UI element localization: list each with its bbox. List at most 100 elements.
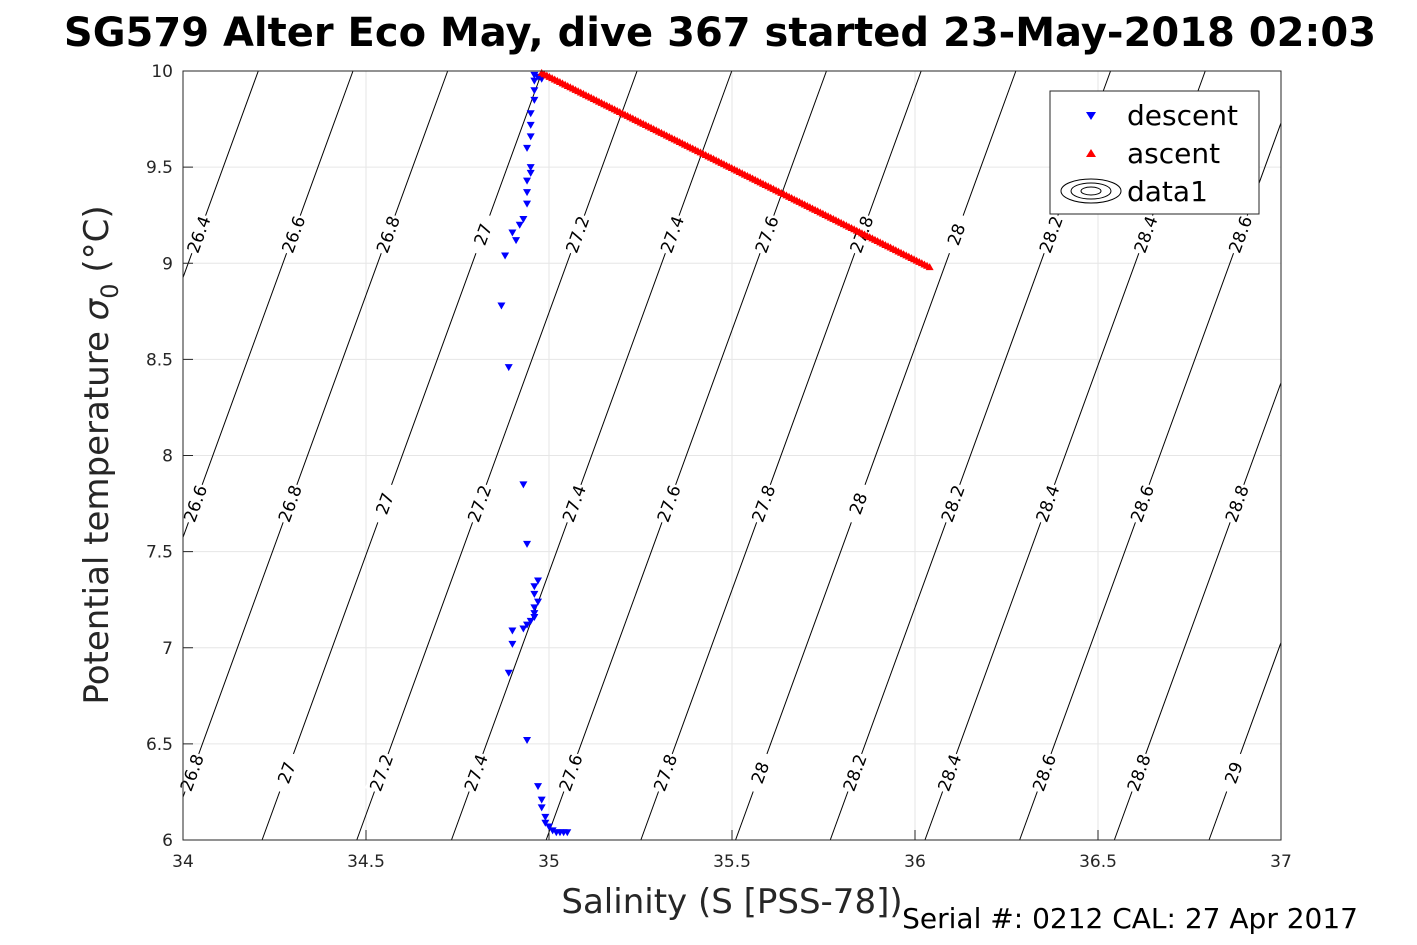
descent-point bbox=[530, 71, 539, 79]
contour-label-gap bbox=[1224, 212, 1257, 257]
y-tick-label: 6.5 bbox=[146, 735, 173, 755]
descent-point bbox=[523, 177, 532, 185]
y-axis-label-subscript: 0 bbox=[96, 283, 124, 298]
contour-label-gap bbox=[554, 750, 587, 795]
contour-label-gap bbox=[365, 750, 398, 795]
descent-point bbox=[523, 540, 532, 548]
contour-label-gap bbox=[649, 750, 682, 795]
legend-data1-label: data1 bbox=[1127, 175, 1208, 208]
x-tick-label: 34 bbox=[172, 852, 194, 872]
x-axis-label: Salinity (S [PSS-78]) bbox=[561, 882, 902, 922]
sigma-contour-line bbox=[640, 70, 922, 841]
contour-label-gap bbox=[1126, 481, 1159, 526]
descent-point bbox=[504, 669, 513, 677]
contour-label-gap bbox=[1122, 750, 1156, 795]
descent-point bbox=[537, 796, 546, 804]
descent-point bbox=[541, 819, 550, 827]
contour-label: 27.2 bbox=[463, 481, 496, 526]
contour-labels: 26.426.626.82727.227.427.627.82828.228.4… bbox=[175, 212, 1257, 795]
contour-label-gap bbox=[1220, 481, 1254, 526]
legend-box bbox=[1049, 90, 1260, 215]
descent-point bbox=[512, 237, 521, 245]
contour-label-gap bbox=[1217, 750, 1250, 795]
contour-label-gap bbox=[1129, 212, 1162, 257]
sigma-contour-line bbox=[1208, 642, 1282, 841]
y-tick-label: 10 bbox=[151, 62, 173, 82]
y-axis-label-main: Potential temperature bbox=[77, 320, 117, 704]
descent-point bbox=[508, 627, 517, 635]
contour-label-gap bbox=[175, 750, 209, 795]
sigma-contour-line bbox=[261, 70, 543, 841]
y-axis-label-unit: (°C) bbox=[77, 205, 117, 283]
contour-label-gap bbox=[841, 481, 875, 526]
descent-point bbox=[523, 200, 532, 208]
serial-calibration-note: Serial #: 0212 CAL: 27 Apr 2017 bbox=[902, 902, 1358, 935]
contour-label-gap bbox=[933, 750, 966, 795]
x-tick-label: 35 bbox=[538, 852, 560, 872]
contour-label-gap bbox=[652, 481, 686, 526]
descent-point bbox=[526, 110, 535, 118]
descent-point bbox=[523, 144, 532, 152]
contour-label-gap bbox=[936, 481, 970, 526]
chart-title: SG579 Alter Eco May, dive 367 started 23… bbox=[64, 10, 1376, 56]
descent-point bbox=[530, 604, 539, 612]
y-tick-label: 8.5 bbox=[146, 350, 173, 370]
contour-label-gap bbox=[743, 750, 777, 795]
y-tick-label: 9.5 bbox=[146, 158, 173, 178]
descent-point bbox=[541, 813, 550, 821]
sigma-contour-line bbox=[356, 70, 638, 841]
descent-point bbox=[519, 625, 528, 633]
contour-label-gap bbox=[273, 481, 307, 526]
descent-point bbox=[519, 216, 528, 224]
descent-point bbox=[504, 364, 513, 372]
contour-label: 26.6 bbox=[179, 481, 212, 526]
contour-label-gap bbox=[371, 212, 405, 257]
descent-point bbox=[523, 737, 532, 745]
contour-label-gap bbox=[838, 750, 872, 795]
contour-label-gap bbox=[1027, 750, 1061, 795]
x-tick-label: 35.5 bbox=[713, 852, 751, 872]
descent-point bbox=[530, 613, 539, 621]
descent-point bbox=[534, 598, 543, 606]
y-tick-label: 6 bbox=[162, 831, 173, 851]
descent-point bbox=[523, 621, 532, 629]
contour-label-gap bbox=[1034, 212, 1068, 257]
legend-ascent-label: ascent bbox=[1127, 137, 1220, 170]
legend: descent ascent data1 bbox=[1049, 90, 1260, 215]
descent-point bbox=[526, 164, 535, 172]
contour-label-gap bbox=[270, 750, 303, 795]
descent-point bbox=[537, 804, 546, 812]
sigma-contour-line bbox=[545, 70, 827, 841]
y-axis-label-sigma: σ bbox=[77, 297, 117, 320]
descent-point bbox=[526, 133, 535, 141]
descent-point bbox=[508, 640, 517, 648]
y-tick-label: 7 bbox=[162, 639, 173, 659]
sigma-contour-line bbox=[182, 70, 449, 798]
x-tick-label: 36 bbox=[904, 852, 926, 872]
contour-label: 27.6 bbox=[652, 481, 686, 526]
descent-point bbox=[526, 169, 535, 177]
descent-point bbox=[530, 610, 539, 618]
legend-contour-marker bbox=[1060, 178, 1122, 204]
x-tick-label: 34.5 bbox=[347, 852, 385, 872]
contour-label-gap bbox=[557, 481, 591, 526]
legend-descent-label: descent bbox=[1127, 99, 1238, 132]
contour-label: 27.2 bbox=[561, 212, 594, 257]
legend-ascent-marker bbox=[1086, 149, 1096, 157]
descent-point bbox=[530, 87, 539, 95]
x-axis-ticks: 34 34.5 35 35.5 36 36.5 37 bbox=[172, 830, 1292, 872]
contour-label-gap bbox=[466, 212, 500, 257]
descent-point bbox=[530, 583, 539, 591]
sigma-contour-line bbox=[182, 70, 354, 538]
ascent-point bbox=[925, 263, 934, 271]
x-tick-label: 36.5 bbox=[1079, 852, 1117, 872]
y-axis-ticks: 6 6.5 7 7.5 8 8.5 9 9.5 10 bbox=[146, 62, 193, 851]
descent-point bbox=[515, 221, 524, 229]
contour-label-gap bbox=[561, 212, 594, 257]
x-tick-label: 37 bbox=[1270, 852, 1292, 872]
descent-point bbox=[530, 77, 539, 85]
contour-label-gap bbox=[459, 750, 493, 795]
legend-descent-marker bbox=[1086, 112, 1096, 120]
descent-point bbox=[519, 481, 528, 489]
descent-point bbox=[526, 121, 535, 129]
